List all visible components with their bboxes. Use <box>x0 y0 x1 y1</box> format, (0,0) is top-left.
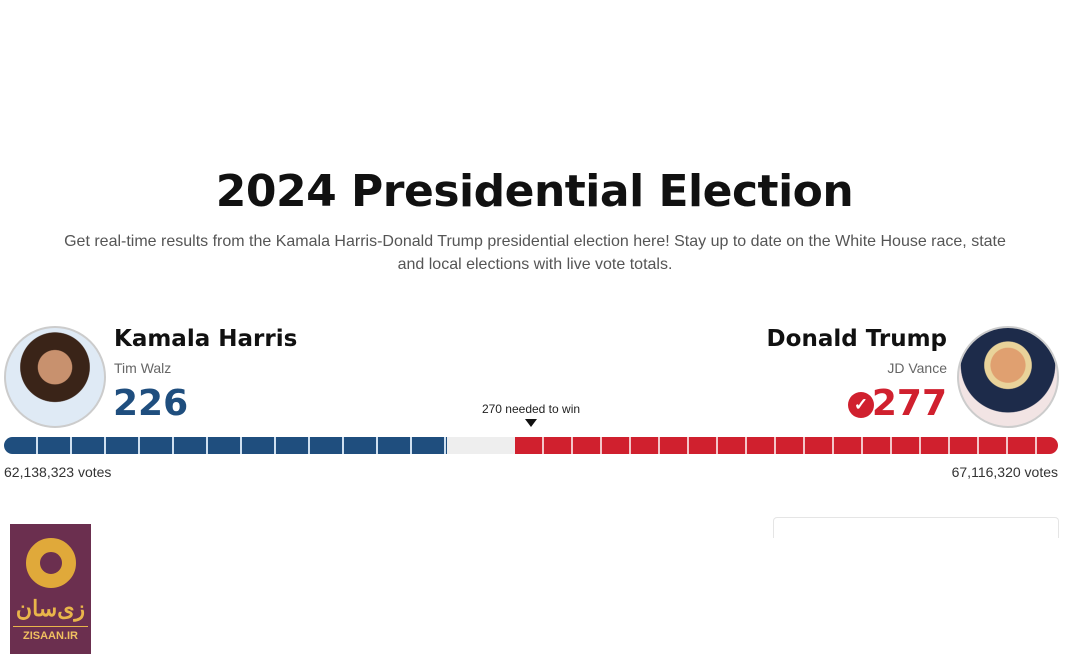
dem-popular-votes: 62,138,323 votes <box>4 464 112 480</box>
dem-name: Kamala Harris <box>114 326 298 352</box>
page-title: 2024 Presidential Election <box>215 166 854 217</box>
dem-electoral-votes: 226 <box>113 383 189 424</box>
check-circle-icon: ✓ <box>848 392 874 418</box>
watermark-logo: زی‌سان ZISAAN.IR <box>10 524 91 654</box>
threshold-label: 270 needed to win <box>481 402 581 416</box>
dem-bar <box>4 437 447 454</box>
dem-running-mate: Tim Walz <box>114 360 172 376</box>
rep-running-mate: JD Vance <box>887 360 947 376</box>
harris-avatar <box>4 326 106 428</box>
electoral-vote-bar <box>4 437 1058 454</box>
rep-name: Donald Trump <box>766 326 947 352</box>
page-subtitle: Get real-time results from the Kamala Ha… <box>64 233 1006 273</box>
card-edge <box>773 517 1059 538</box>
rep-bar <box>515 437 1058 454</box>
threshold-marker-icon <box>525 419 537 427</box>
trump-avatar <box>957 326 1059 428</box>
rep-electoral-votes: 277 <box>871 383 947 424</box>
rep-popular-votes: 67,116,320 votes <box>951 464 1058 480</box>
